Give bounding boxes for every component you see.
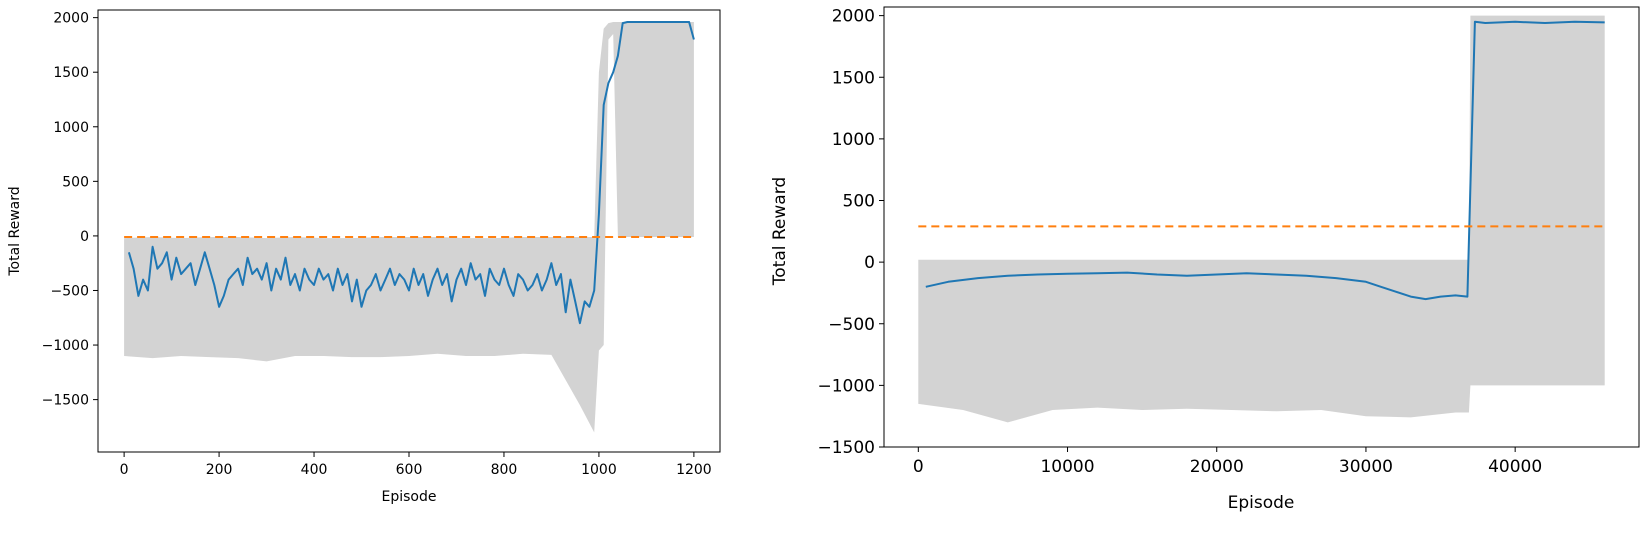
x-tick-label: 20000 — [1190, 457, 1244, 477]
y-tick-label: 1000 — [832, 130, 875, 150]
y-tick-label: 1500 — [832, 68, 875, 88]
y-axis-label-left: Total Reward — [7, 186, 23, 276]
y-tick-label: 500 — [843, 192, 875, 212]
y-tick-label: 2000 — [53, 11, 89, 27]
series-group-right — [918, 15, 1605, 423]
y-axis-ticks-right: −1500 −1000 −500 0 500 1000 1500 2000 — [817, 7, 884, 458]
x-tick-label: 800 — [491, 462, 518, 478]
y-tick-label: −1500 — [42, 393, 89, 409]
x-tick-label: 0 — [913, 457, 924, 477]
y-tick-label: 1500 — [53, 65, 89, 81]
x-tick-label: 1000 — [581, 462, 617, 478]
y-tick-label: 0 — [80, 229, 89, 245]
x-axis-ticks-right: 0 10000 20000 30000 40000 — [913, 447, 1542, 477]
moving-average-line-left — [127, 21, 695, 325]
moving-average-line-right — [925, 20, 1605, 301]
x-tick-label: 600 — [396, 462, 423, 478]
raw-reward-band-left — [124, 22, 694, 433]
chart-left: 0 200 400 600 800 1000 1200 −1500 −1000 −500 0 500… — [7, 9, 721, 505]
series-group-left — [124, 21, 695, 433]
y-axis-ticks-left: −1500 −1000 −500 0 500 1000 1500 2000 — [42, 11, 98, 409]
x-tick-label: 10000 — [1040, 457, 1094, 477]
y-axis-label-right: Total Reward — [770, 177, 790, 286]
y-tick-label: −500 — [51, 284, 89, 300]
chart-right: 0 10000 20000 30000 40000 −1500 −1000 −500 0 500… — [770, 6, 1640, 513]
x-axis-label-left: Episode — [382, 489, 437, 505]
y-tick-label: 0 — [864, 253, 875, 273]
x-tick-label: 200 — [206, 462, 233, 478]
y-tick-label: −1000 — [817, 376, 875, 396]
plot-area-right — [883, 6, 1640, 448]
x-tick-label: 400 — [301, 462, 328, 478]
y-tick-label: −1500 — [817, 438, 875, 458]
y-tick-label: −1000 — [42, 338, 89, 354]
y-tick-label: 500 — [62, 174, 89, 190]
x-tick-label: 40000 — [1488, 457, 1542, 477]
x-tick-label: 1200 — [676, 462, 712, 478]
x-tick-label: 0 — [120, 462, 129, 478]
y-tick-label: 2000 — [832, 7, 875, 27]
x-tick-label: 30000 — [1339, 457, 1393, 477]
y-tick-label: 1000 — [53, 120, 89, 136]
x-axis-ticks-left: 0 200 400 600 800 1000 1200 — [120, 452, 712, 478]
y-tick-label: −500 — [828, 315, 875, 335]
raw-reward-band-right — [918, 15, 1605, 423]
x-axis-label-right: Episode — [1228, 493, 1295, 513]
